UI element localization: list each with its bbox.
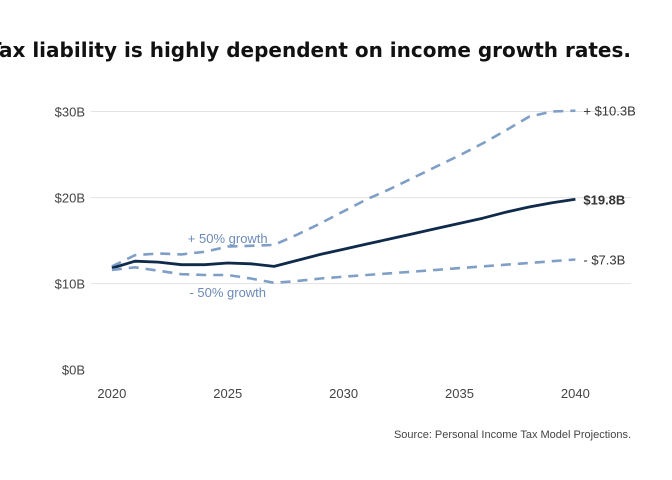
series-end-label-low: - $7.3B <box>583 253 625 268</box>
annotations: + 50% growth - 50% growth <box>188 231 268 300</box>
annotation-1: - 50% growth <box>189 285 266 300</box>
y-tick-label-0: $0B <box>62 363 85 378</box>
source-note: Source: Personal Income Tax Model Projec… <box>394 429 631 441</box>
x-tick-label-2020: 2020 <box>97 386 126 401</box>
series-line-high <box>111 109 576 268</box>
series-line-low <box>111 258 576 285</box>
chart-title: Tax liability is highly dependent on inc… <box>0 38 631 62</box>
y-tick-label-20: $20B <box>55 191 85 206</box>
x-axis-tick-labels: 2020 2025 2030 2035 2040 <box>97 386 589 401</box>
series-end-label-base: $19.8B <box>583 192 625 207</box>
series-lines <box>111 109 576 285</box>
x-tick-label-2030: 2030 <box>329 386 358 401</box>
x-tick-label-2040: 2040 <box>561 386 590 401</box>
annotation-0: + 50% growth <box>188 231 268 246</box>
x-tick-label-2025: 2025 <box>213 386 242 401</box>
gridlines <box>91 111 631 285</box>
series-end-label-high: + $10.3B <box>583 104 635 119</box>
series-end-labels: + $10.3B $19.8B - $7.3B <box>583 104 635 268</box>
x-tick-label-2035: 2035 <box>445 386 474 401</box>
y-tick-label-30: $30B <box>55 105 85 120</box>
series-line-base <box>111 197 576 270</box>
y-tick-label-10: $10B <box>55 277 85 292</box>
y-axis-tick-labels: $0B $10B $20B $30B <box>55 105 85 378</box>
